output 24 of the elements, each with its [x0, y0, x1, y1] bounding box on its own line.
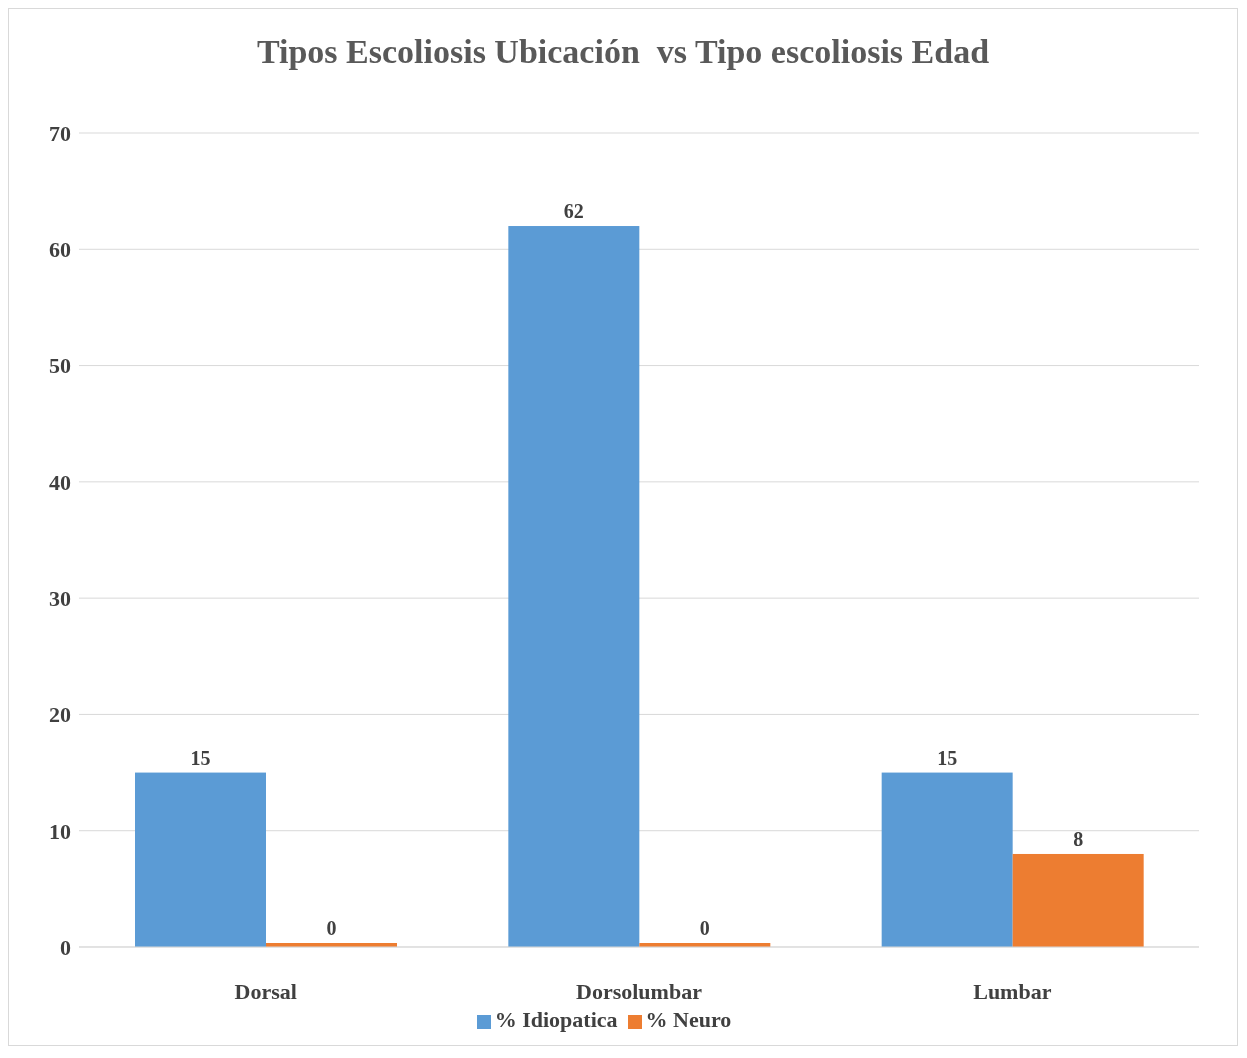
y-tick-label: 40 — [49, 469, 71, 495]
y-tick-label: 70 — [49, 120, 71, 146]
data-label: 15 — [937, 746, 958, 769]
data-label: 8 — [1073, 827, 1084, 850]
data-label: 0 — [699, 917, 710, 939]
x-tick-label: Lumbar — [973, 978, 1052, 1004]
y-tick-label: 10 — [49, 818, 71, 844]
bar — [881, 772, 1013, 947]
x-tick-label: Dorsolumbar — [576, 978, 703, 1004]
chart-title: Tipos Escoliosis Ubicación vs Tipo escoliosis Edad — [255, 32, 991, 72]
bar — [508, 226, 640, 947]
y-tick-label: 30 — [49, 585, 71, 611]
legend-label: % Neuro — [645, 1007, 732, 1032]
bar — [1012, 853, 1144, 947]
y-tick-label: 50 — [49, 353, 71, 379]
data-label: 0 — [326, 917, 337, 939]
bar — [135, 772, 266, 947]
x-tick-label: Dorsal — [234, 978, 297, 1004]
y-tick-label: 60 — [49, 237, 71, 263]
y-tick-label: 20 — [49, 702, 71, 728]
legend-label: % Idiopatica — [494, 1007, 618, 1032]
data-label: 62 — [563, 200, 584, 223]
data-label: 15 — [190, 746, 211, 769]
y-tick-label: 0 — [60, 934, 71, 960]
